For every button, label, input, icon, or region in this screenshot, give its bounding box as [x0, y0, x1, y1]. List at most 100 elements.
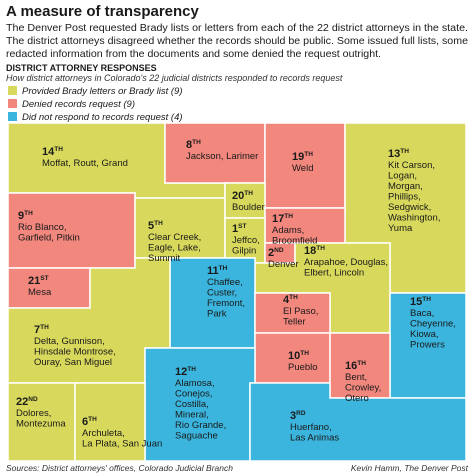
- district-number-suffix: TH: [422, 296, 431, 303]
- district-number-suffix: TH: [219, 265, 228, 272]
- district-number: 17TH: [272, 213, 293, 225]
- legend: Provided Brady letters or Brady list (9)…: [8, 86, 183, 123]
- district-number-suffix: ND: [274, 247, 284, 254]
- district-number-suffix: ST: [40, 275, 48, 282]
- district-counties: Teller: [283, 317, 306, 328]
- district-counties: Garfield, Pitkin: [18, 233, 80, 244]
- district-number: 6TH: [82, 416, 97, 428]
- district-number-value: 14: [42, 146, 55, 158]
- district-number-value: 8: [186, 139, 192, 151]
- district-number-suffix: TH: [244, 190, 253, 197]
- district-counties: Yuma: [388, 223, 413, 234]
- district-number: 2ND: [268, 247, 284, 259]
- district-counties: Park: [207, 309, 227, 320]
- district-counties: Ouray, San Miguel: [34, 357, 112, 368]
- district-number-suffix: TH: [54, 146, 63, 153]
- district-number-value: 9: [18, 210, 24, 222]
- district-counties: Jeffco,: [232, 235, 260, 246]
- district-counties: Rio Blanco,: [18, 222, 67, 233]
- district-counties: Crowley,: [345, 383, 381, 394]
- district-counties: Bent,: [345, 372, 367, 383]
- legend-swatch: [8, 112, 17, 121]
- district-counties: Huerfano,: [290, 422, 332, 433]
- district-number: 7TH: [34, 324, 49, 336]
- district-counties: Denver: [268, 259, 299, 270]
- district-counties: Gilpin: [232, 246, 256, 257]
- district-number-value: 21: [28, 275, 40, 287]
- district-counties: Delta, Gunnison,: [34, 336, 105, 347]
- district-counties: Otero: [345, 393, 369, 404]
- district-number-suffix: TH: [284, 213, 293, 220]
- district-number: 18TH: [304, 245, 325, 257]
- district-number-value: 22: [16, 396, 28, 408]
- district-number-suffix: RD: [296, 410, 306, 417]
- district-number-suffix: TH: [300, 350, 309, 357]
- district-number-suffix: TH: [154, 220, 163, 227]
- district-number-value: 6: [82, 416, 88, 428]
- district-number: 21ST: [28, 275, 49, 287]
- district-counties: Jackson, Larimer: [186, 151, 258, 162]
- district-number: 1ST: [232, 223, 246, 235]
- district-counties: Mesa: [28, 287, 52, 298]
- district-counties: Logan,: [388, 171, 417, 182]
- district-counties: Prowers: [410, 340, 445, 351]
- legend-label: Provided Brady letters or Brady list (9): [22, 86, 183, 97]
- district-counties: El Paso,: [283, 306, 318, 317]
- district-number: 16TH: [345, 360, 366, 372]
- district-number-value: 18: [304, 245, 316, 257]
- district-number-suffix: ST: [238, 223, 246, 230]
- district-number-value: 19: [292, 151, 304, 163]
- legend-swatch: [8, 86, 17, 95]
- district-counties: Elbert, Lincoln: [304, 268, 364, 279]
- district-number-value: 10: [288, 350, 300, 362]
- district-number: 8TH: [186, 139, 201, 151]
- district-number-suffix: TH: [357, 360, 366, 367]
- district-counties: Baca,: [410, 308, 434, 319]
- district-number-value: 3: [290, 410, 296, 422]
- district-counties: Hinsdale Montrose,: [34, 347, 116, 358]
- district-counties: Conejos,: [175, 389, 213, 400]
- district-number: 19TH: [292, 151, 313, 163]
- district-number: 3RD: [290, 410, 306, 422]
- district-counties: Summit: [148, 253, 181, 264]
- district-number-value: 1: [232, 223, 238, 235]
- district-number: 10TH: [288, 350, 309, 362]
- district-number: 5TH: [148, 220, 163, 232]
- district-area: [249, 382, 467, 462]
- source: Sources: District attorneys' offices, Co…: [6, 463, 233, 473]
- district-counties: Broomfield: [272, 236, 317, 247]
- district-number-suffix: TH: [88, 416, 97, 423]
- district-counties: Rio Grande,: [175, 420, 226, 431]
- district-counties: Cheyenne,: [410, 319, 456, 330]
- legend-label: Did not respond to records request (4): [22, 112, 183, 123]
- district-number-suffix: TH: [289, 294, 298, 301]
- district-number: 11TH: [207, 265, 228, 277]
- district-counties: Washington,: [388, 213, 440, 224]
- district-number-suffix: TH: [40, 324, 49, 331]
- district-counties: Moffat, Routt, Grand: [42, 158, 128, 169]
- district-number-value: 11: [207, 265, 219, 277]
- district-number-value: 7: [34, 324, 40, 336]
- district-counties: Archuleta,: [82, 428, 125, 439]
- district-number-suffix: TH: [304, 151, 313, 158]
- district-number-suffix: TH: [24, 210, 33, 217]
- district-number: 12TH: [175, 366, 196, 378]
- district-counties: Fremont,: [207, 298, 245, 309]
- district-number: 9TH: [18, 210, 33, 222]
- district-counties: Sedgwick,: [388, 202, 431, 213]
- district-counties: Chaffee,: [207, 277, 243, 288]
- district-number-suffix: ND: [28, 396, 38, 403]
- credit: Kevin Hamm, The Denver Post: [351, 463, 469, 473]
- district-counties: Alamosa,: [175, 378, 215, 389]
- district-number: 22ND: [16, 396, 38, 408]
- subtitle: How district attorneys in Colorado's 22 …: [6, 73, 343, 83]
- legend-swatch: [8, 99, 17, 108]
- district-number-value: 20: [232, 190, 244, 202]
- district-number-value: 5: [148, 220, 154, 232]
- district-counties: Boulder: [232, 202, 265, 213]
- intro-line: redacted information from the documents …: [6, 48, 381, 60]
- district-number: 14TH: [42, 146, 63, 158]
